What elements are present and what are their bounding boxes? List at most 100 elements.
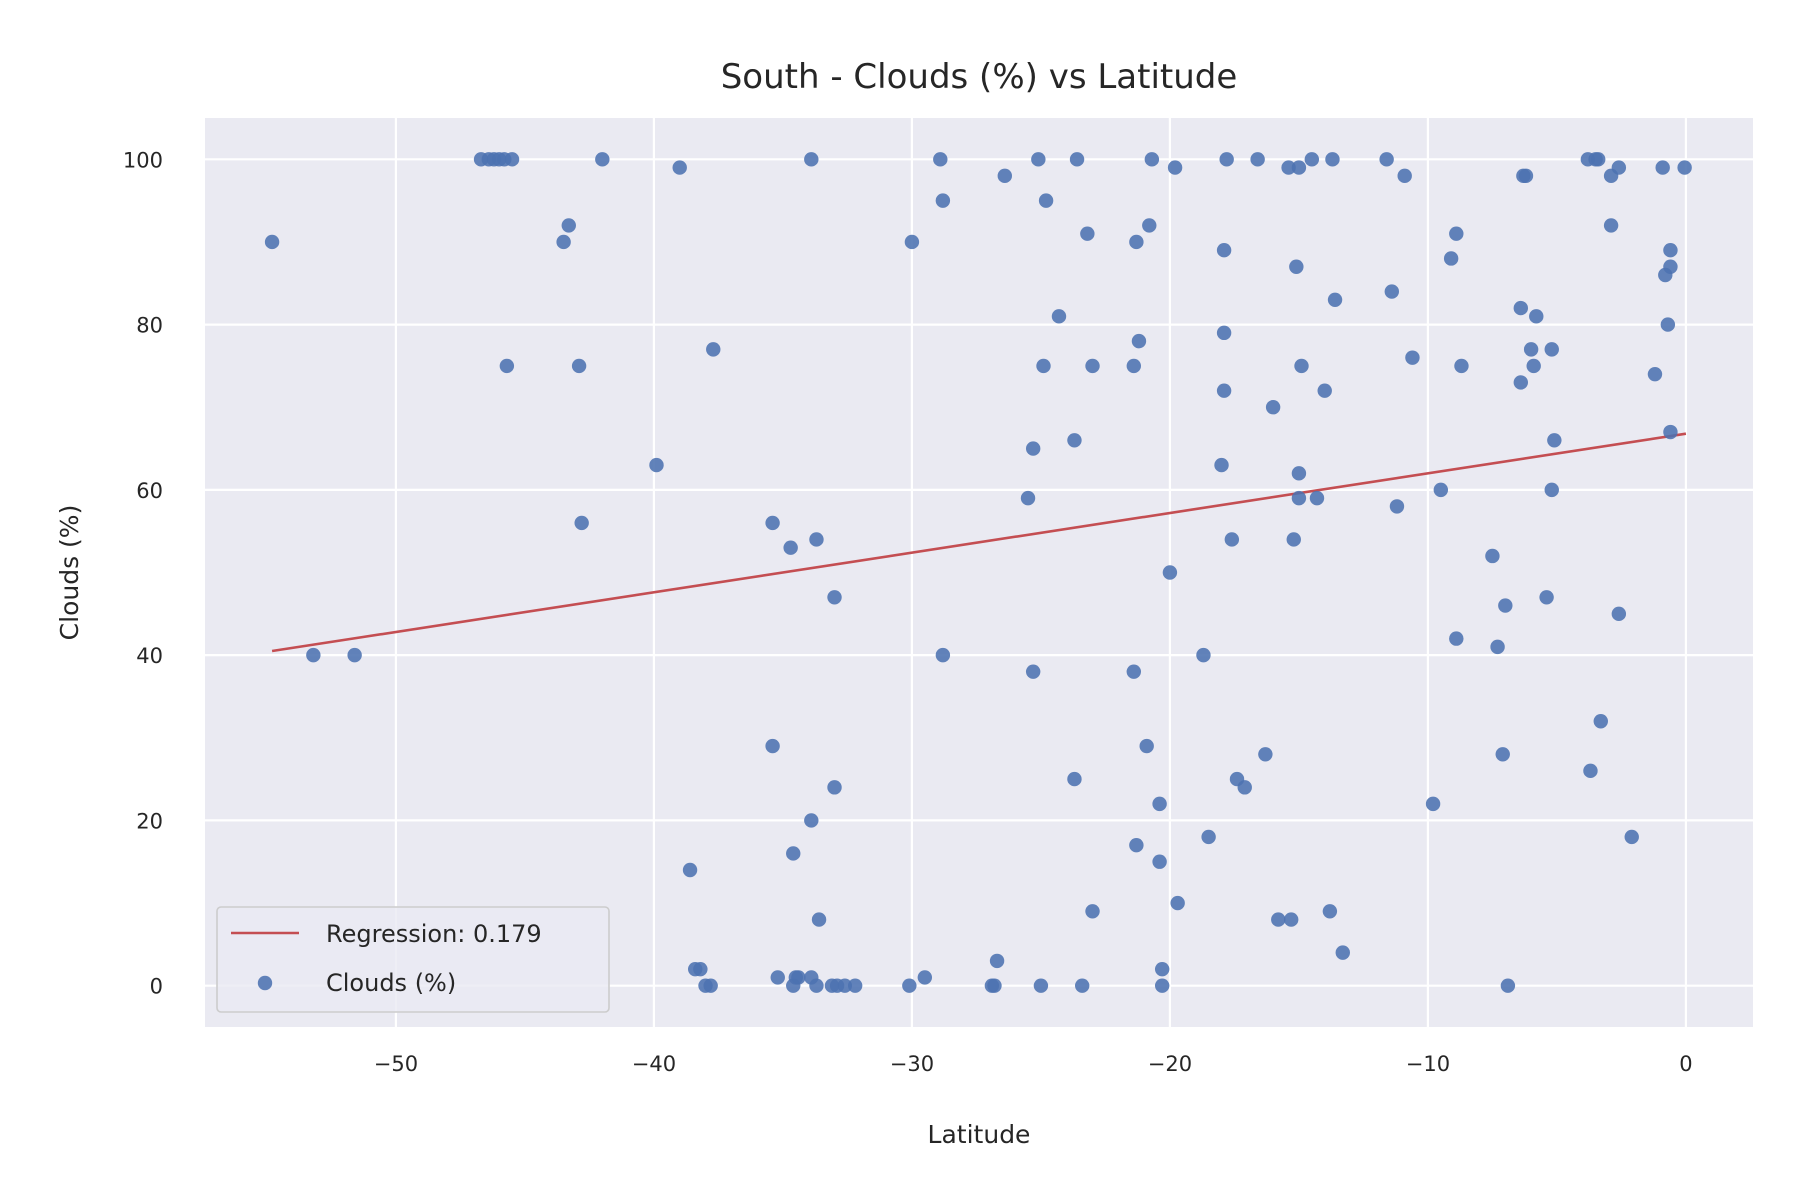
y-tick-label: 60 [136,479,163,503]
y-tick-label: 100 [123,148,163,172]
data-point [1454,358,1469,374]
legend-box [216,906,610,1013]
y-axis-label: Clouds (%) [55,505,84,641]
data-point [682,862,698,878]
data-point [1075,978,1090,993]
data-point [1067,771,1082,787]
data-point [809,532,824,547]
data-point [347,647,362,663]
data-point [1544,342,1559,357]
y-tick-label: 80 [136,314,163,338]
data-point [1170,895,1185,911]
data-point [902,978,917,993]
data-point [1126,358,1142,374]
data-point [556,234,571,250]
data-point [917,970,933,985]
data-point [1038,193,1054,208]
scatter-points [264,152,1692,993]
data-point [1144,152,1160,167]
x-axis-ticks: −50 −40 −30 −20 −10 0 [374,1052,1693,1076]
data-point [1449,631,1464,646]
data-point [1025,441,1041,456]
data-point [783,540,798,555]
data-point [1214,457,1229,473]
data-point [1384,284,1400,299]
data-point [1154,961,1170,977]
data-point [1201,829,1216,845]
data-point [1603,218,1619,233]
data-point [1611,160,1627,175]
data-point [1317,383,1332,398]
data-point [1265,400,1281,415]
data-point [837,978,853,993]
data-point [1289,259,1304,274]
data-point [1162,565,1178,580]
x-tick-label: −20 [1148,1052,1192,1076]
data-point [1449,226,1464,241]
data-point [264,234,280,250]
data-point [574,515,589,531]
data-point [1485,548,1500,564]
data-point [1425,796,1441,812]
data-point [1495,747,1510,762]
data-point [1036,358,1051,374]
data-point [1526,358,1541,374]
data-point [1139,738,1154,754]
data-point [1529,309,1544,324]
data-point [804,152,819,167]
data-point [1224,532,1240,547]
data-point [1216,383,1232,398]
legend: Regression: 0.179 Clouds (%) [216,906,610,1013]
data-point [1498,598,1513,613]
x-tick-label: −30 [890,1052,934,1076]
data-point [1216,325,1232,341]
data-point [1020,490,1036,506]
data-point [804,813,819,828]
data-point [904,234,920,250]
x-tick-label: 0 [1679,1052,1692,1076]
data-point [1283,912,1299,927]
data-point [827,590,842,605]
data-point [1085,358,1100,374]
data-point [1291,160,1307,175]
x-axis-label: Latitude [928,1120,1031,1149]
data-point [997,168,1012,184]
legend-clouds-swatch [257,975,273,991]
data-point [693,961,708,977]
data-point [1031,152,1046,167]
data-point [1129,234,1144,250]
regression-line [271,432,1687,653]
data-point [1647,366,1663,382]
data-point [1544,482,1559,498]
y-tick-label: 40 [136,644,163,668]
data-point [571,358,587,374]
data-point [1051,309,1067,324]
data-point [1154,978,1170,993]
data-point [1379,152,1394,167]
data-point [1258,747,1273,762]
data-point [791,970,806,985]
data-point [935,193,951,208]
legend-clouds-label: Clouds (%) [326,969,456,997]
data-point [1513,375,1529,390]
data-point [595,152,610,167]
chart-title: South - Clouds (%) vs Latitude [721,57,1238,97]
data-point [811,912,827,927]
x-tick-label: −10 [1406,1052,1450,1076]
plot-area [205,118,1753,1027]
data-point [1286,532,1301,547]
data-point [1142,218,1157,233]
data-point [1611,606,1627,622]
data-point [1591,152,1606,167]
data-point [989,953,1005,969]
data-point [499,358,515,374]
data-point [847,978,863,993]
data-point [765,738,780,754]
data-point [1129,838,1144,853]
data-point [1167,160,1183,175]
data-point [1325,152,1340,167]
data-point [1067,433,1082,448]
data-point [1523,342,1539,357]
data-point [1085,904,1100,919]
